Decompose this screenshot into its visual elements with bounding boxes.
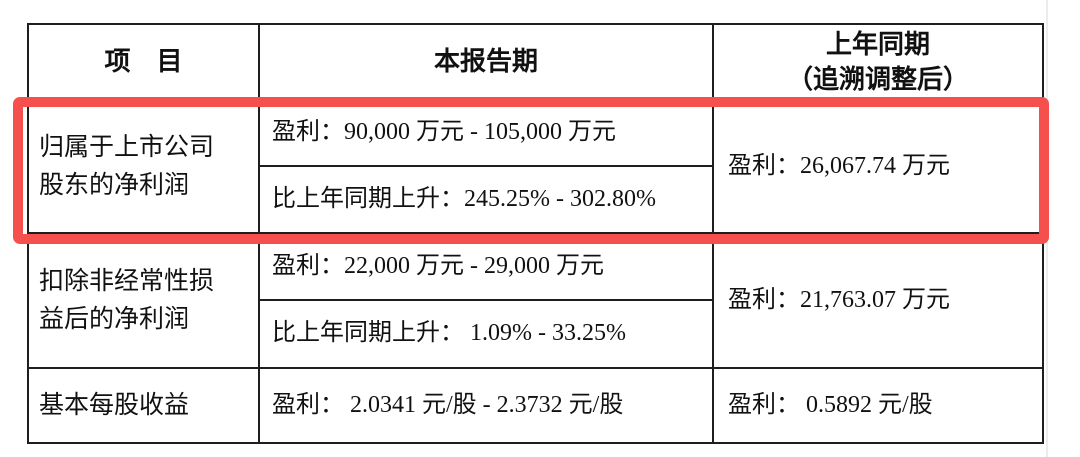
page-edge-line: [1046, 0, 1048, 457]
item-net-profit-label: 归属于上市公司股东的净利润: [39, 134, 215, 199]
header-item: 项 目: [29, 25, 260, 101]
header-prior-period-line2: （追溯调整后）: [786, 65, 969, 94]
cell-item-deducted-profit: 扣除非经常性损益后的净利润: [29, 234, 260, 369]
prior-eps-value: 盈利： 0.5892 元/股: [728, 391, 933, 418]
cell-profit-range-net-profit: 盈利：90,000 万元 - 105,000 万元: [260, 101, 714, 167]
cell-prior-eps: 盈利： 0.5892 元/股: [714, 369, 1042, 442]
profit-range-net-profit-value: 盈利：90,000 万元 - 105,000 万元: [272, 119, 616, 146]
cell-profit-range-deducted: 盈利：22,000 万元 - 29,000 万元: [260, 234, 714, 301]
header-item-label: 项 目: [104, 47, 183, 77]
item-deducted-profit-label: 扣除非经常性损益后的净利润: [39, 268, 215, 333]
header-prior-period: 上年同期 （追溯调整后）: [714, 25, 1042, 101]
yoy-change-net-profit-value: 比上年同期上升：245.25% - 302.80%: [272, 185, 656, 212]
cell-yoy-change-net-profit: 比上年同期上升：245.25% - 302.80%: [260, 167, 714, 234]
cell-yoy-change-deducted: 比上年同期上升： 1.09% - 33.25%: [260, 301, 714, 369]
profit-range-eps-value: 盈利： 2.0341 元/股 - 2.3732 元/股: [272, 391, 624, 418]
prior-deducted-value: 盈利：21,763.07 万元: [728, 286, 950, 313]
header-current-period-label: 本报告期: [433, 47, 538, 77]
cell-profit-range-eps: 盈利： 2.0341 元/股 - 2.3732 元/股: [260, 369, 714, 442]
cell-item-net-profit: 归属于上市公司股东的净利润: [29, 101, 260, 234]
item-eps-label: 基本每股收益: [39, 391, 190, 419]
cell-item-eps: 基本每股收益: [29, 369, 260, 442]
cell-prior-net-profit: 盈利：26,067.74 万元: [714, 101, 1042, 234]
profit-range-deducted-value: 盈利：22,000 万元 - 29,000 万元: [272, 252, 604, 279]
cell-prior-deducted: 盈利：21,763.07 万元: [714, 234, 1042, 369]
header-prior-period-line1: 上年同期: [825, 29, 930, 59]
earnings-forecast-table: 项 目 本报告期 上年同期 （追溯调整后） 归属于上市公司股东的净利润 盈利：9…: [27, 23, 1044, 444]
header-current-period: 本报告期: [260, 25, 714, 101]
prior-net-profit-value: 盈利：26,067.74 万元: [728, 152, 950, 179]
yoy-change-deducted-value: 比上年同期上升： 1.09% - 33.25%: [272, 320, 626, 347]
